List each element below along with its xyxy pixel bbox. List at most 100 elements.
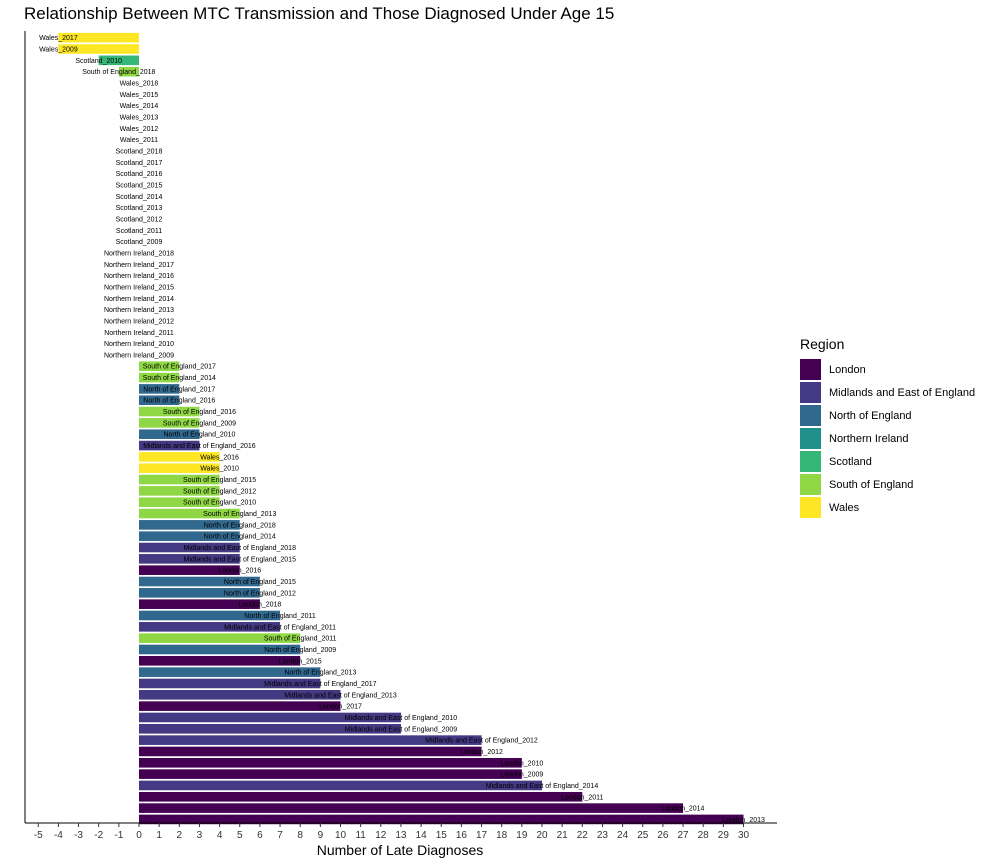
bar-label-scotland-2012: Scotland_2012 <box>116 216 163 223</box>
x-tick-label: 4 <box>217 830 223 841</box>
bar-label-wales-2009: Wales_2009 <box>39 46 78 53</box>
bar-label-midlands-and-east-of-england-2011: Midlands and East of England_2011 <box>224 624 336 631</box>
bar-label-scotland-2016: Scotland_2016 <box>116 171 163 178</box>
bar-label-south-of-england-2018: South of England_2018 <box>82 69 155 76</box>
bar-label-midlands-and-east-of-england-2013: Midlands and East of England_2013 <box>284 692 397 699</box>
x-tick-label: 6 <box>257 830 263 841</box>
bar-south-of-england-2011 <box>139 633 301 643</box>
bar-south-of-england-2016 <box>139 406 200 417</box>
legend-items: London Midlands and East of England North … <box>800 358 975 519</box>
bar-south-of-england-2012 <box>139 486 220 496</box>
x-tick-label: -1 <box>114 830 123 841</box>
legend: Region London Midlands and East of Englan… <box>800 336 975 519</box>
bar-label-south-of-england-2015: South of England_2015 <box>183 477 256 484</box>
bar-label-northern-ireland-2013: Northern Ireland_2013 <box>104 307 174 314</box>
bar-label-north-of-england-2011: North of England_2011 <box>244 613 316 620</box>
x-tick-label: 1 <box>156 830 162 841</box>
x-tick-label: 3 <box>197 830 203 841</box>
bar-label-northern-ireland-2012: Northern Ireland_2012 <box>104 318 174 325</box>
bar-label-north-of-england-2009: North of England_2009 <box>264 647 336 654</box>
legend-swatch-south-of-england <box>800 474 821 495</box>
bar-south-of-england-2009 <box>139 418 200 428</box>
bar-scotland-2010 <box>98 55 139 66</box>
x-tick-label: 5 <box>237 830 243 841</box>
bar-midlands-and-east-of-england-2014 <box>139 780 542 791</box>
bar-label-northern-ireland-2011: Northern Ireland_2011 <box>104 330 174 337</box>
bar-midlands-and-east-of-england-2018 <box>139 542 240 553</box>
bar-london-2016 <box>139 565 240 575</box>
bar-north-of-england-2014 <box>139 531 240 541</box>
bar-label-scotland-2018: Scotland_2018 <box>116 148 163 155</box>
bar-midlands-and-east-of-england-2017 <box>139 678 321 689</box>
x-tick-label: 2 <box>177 830 183 841</box>
legend-label-northern-ireland: Northern Ireland <box>829 432 909 445</box>
x-tick-label: 20 <box>536 830 548 841</box>
x-ticks-layer: -5 -4 -3 -2 -1 0 1 2 3 4 5 6 7 8 9 10 11 12 13 14 15 16 17 18 19… <box>34 823 750 841</box>
bar-label-wales-2017: Wales_2017 <box>39 35 78 42</box>
bar-label-northern-ireland-2015: Northern Ireland_2015 <box>104 284 174 291</box>
bar-label-midlands-and-east-of-england-2012: Midlands and East of England_2012 <box>425 738 538 745</box>
bar-label-wales-2013: Wales_2013 <box>120 114 159 121</box>
bar-north-of-england-2009 <box>139 644 301 655</box>
x-tick-label: 19 <box>516 830 528 841</box>
x-tick-label: 24 <box>617 830 629 841</box>
x-tick-label: 27 <box>677 830 689 841</box>
bar-label-northern-ireland-2017: Northern Ireland_2017 <box>104 262 174 269</box>
x-tick-label: -3 <box>74 830 83 841</box>
bar-label-wales-2011: Wales_2011 <box>120 137 158 144</box>
bar-label-north-of-england-2016: North of England_2016 <box>143 398 215 405</box>
bar-label-london-2016: London_2016 <box>218 568 261 575</box>
bar-midlands-and-east-of-england-2009 <box>139 724 401 734</box>
bar-label-london-2015: London_2015 <box>279 658 322 665</box>
bar-north-of-england-2016 <box>139 395 180 406</box>
bar-london-2012 <box>139 746 482 757</box>
legend-item-midlands-and-east-of-england: Midlands and East of England <box>800 381 975 404</box>
x-tick-label: 9 <box>318 830 324 841</box>
x-tick-label: 26 <box>657 830 669 841</box>
bar-label-south-of-england-2009: South of England_2009 <box>163 420 236 427</box>
legend-label-midlands-and-east-of-england: Midlands and East of England <box>829 386 976 399</box>
bar-south-of-england-2018 <box>118 66 139 77</box>
bar-london-2010 <box>139 757 522 768</box>
bar-label-london-2017: London_2017 <box>319 704 362 711</box>
legend-swatch-north-of-england <box>800 405 821 426</box>
bar-label-london-2011: London_2011 <box>561 794 603 801</box>
bar-london-2011 <box>139 791 583 802</box>
bar-south-of-england-2014 <box>139 372 180 383</box>
legend-swatch-scotland <box>800 451 821 472</box>
bar-label-wales-2010: Wales_2010 <box>200 466 239 473</box>
bar-midlands-and-east-of-england-2011 <box>139 622 281 632</box>
x-tick-label: 0 <box>136 830 142 841</box>
bar-london-2013 <box>139 814 744 825</box>
x-tick-label: 30 <box>738 830 750 841</box>
bar-midlands-and-east-of-england-2016 <box>139 440 200 451</box>
bar-label-north-of-england-2018: North of England_2018 <box>204 522 276 529</box>
bar-label-south-of-england-2010: South of England_2010 <box>183 500 256 507</box>
bar-label-london-2010: London_2010 <box>500 760 543 767</box>
legend-item-london: London <box>800 358 975 381</box>
x-tick-label: 21 <box>557 830 569 841</box>
legend-label-south-of-england: South of England <box>829 478 914 491</box>
bar-north-of-england-2018 <box>139 520 240 530</box>
bar-label-south-of-england-2012: South of England_2012 <box>183 488 256 495</box>
x-tick-label: 29 <box>718 830 730 841</box>
x-tick-label: 15 <box>436 830 448 841</box>
legend-label-north-of-england: North of England <box>829 409 912 422</box>
x-tick-label: 18 <box>496 830 508 841</box>
bar-north-of-england-2015 <box>139 576 260 587</box>
bar-label-midlands-and-east-of-england-2015: Midlands and East of England_2015 <box>184 556 297 563</box>
bar-label-north-of-england-2012: North of England_2012 <box>224 590 296 597</box>
chart-title: Relationship Between MTC Transmission an… <box>24 4 615 23</box>
bar-london-2018 <box>139 599 260 609</box>
x-tick-label: 14 <box>416 830 428 841</box>
bar-south-of-england-2017 <box>139 361 180 372</box>
legend-item-north-of-england: North of England <box>800 404 975 427</box>
bar-label-south-of-england-2017: South of England_2017 <box>143 364 216 371</box>
bar-label-scotland-2015: Scotland_2015 <box>116 182 163 189</box>
bar-london-2017 <box>139 701 341 711</box>
bar-label-midlands-and-east-of-england-2016: Midlands and East of England_2016 <box>143 443 256 450</box>
x-tick-label: -4 <box>54 830 63 841</box>
x-axis-label: Number of Late Diagnoses <box>316 842 484 858</box>
bar-label-scotland-2014: Scotland_2014 <box>116 194 163 201</box>
